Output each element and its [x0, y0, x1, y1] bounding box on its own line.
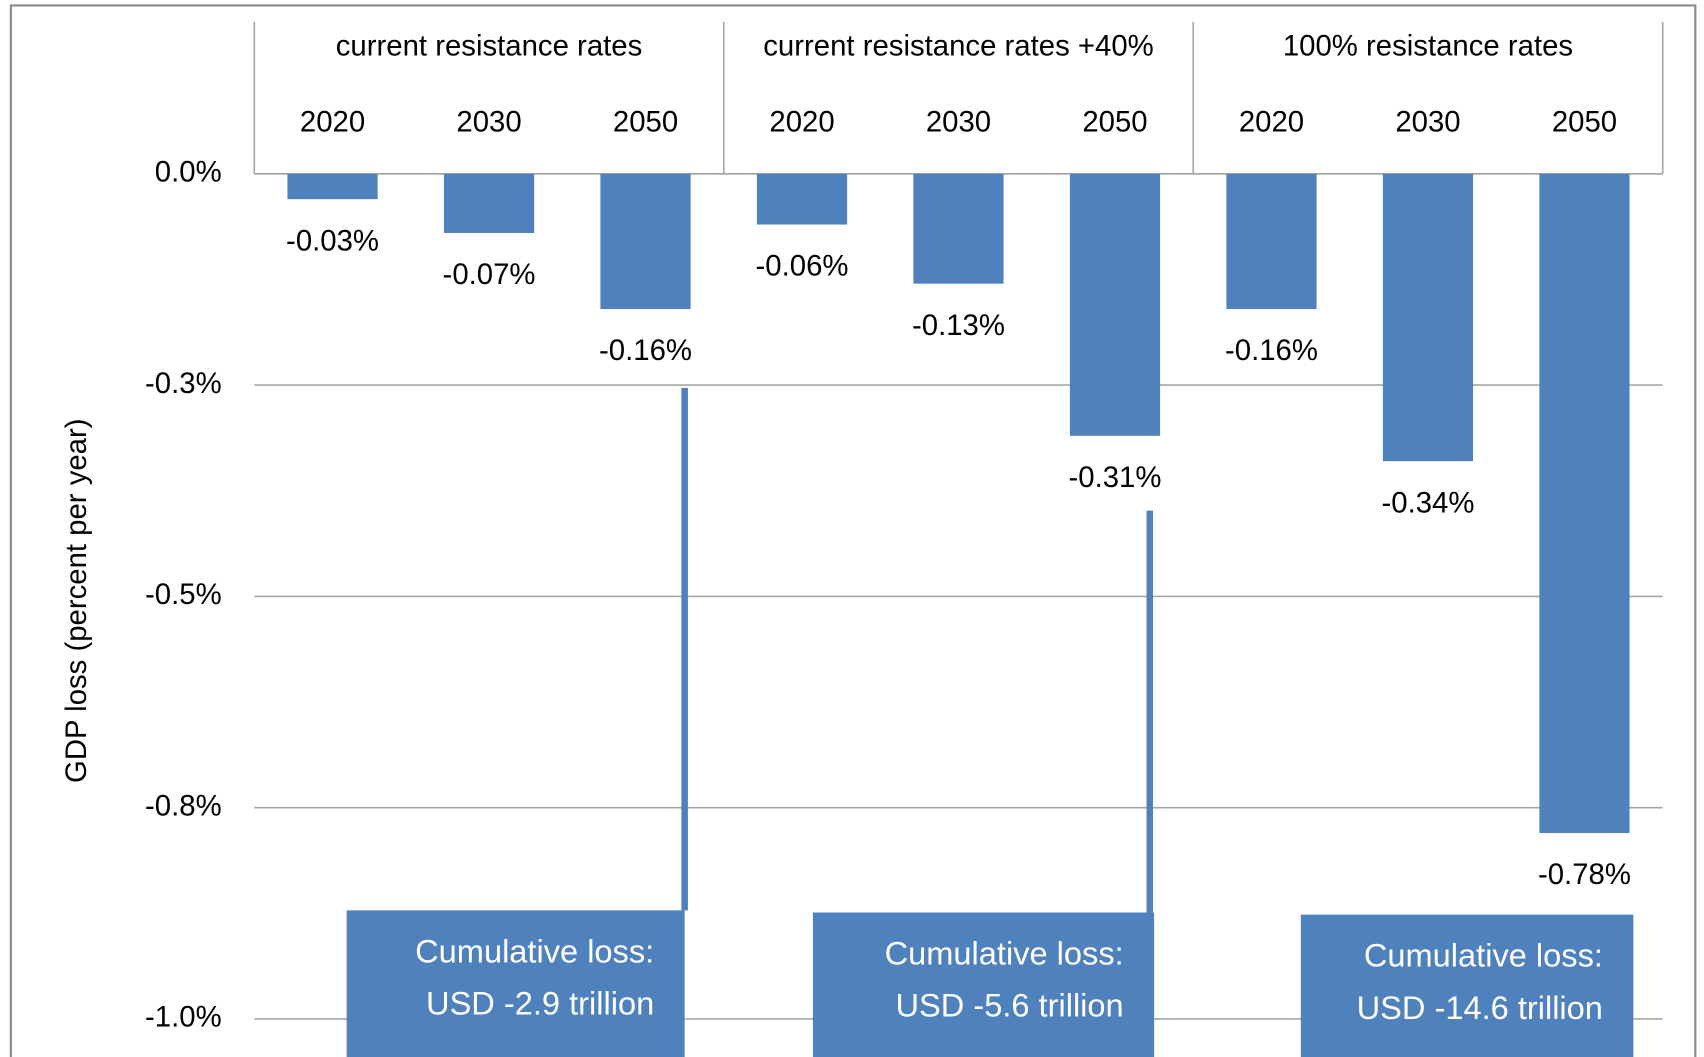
data-label: -0.13% — [912, 309, 1005, 342]
y-tick-label: -1.0% — [145, 1001, 222, 1034]
bar — [1069, 173, 1161, 436]
data-label: -0.31% — [1069, 461, 1162, 494]
bar — [1382, 173, 1474, 462]
group-label: current resistance rates — [336, 30, 643, 63]
y-tick-label: 0.0% — [155, 156, 222, 189]
annotation-text: USD -5.6 trillion — [896, 987, 1124, 1024]
x-tick-label: 2020 — [300, 106, 365, 139]
annotation-text: Cumulative loss: — [885, 935, 1124, 972]
bar — [756, 173, 848, 225]
data-label: -0.06% — [756, 250, 849, 283]
x-tick-label: 2050 — [613, 106, 678, 139]
group-label: current resistance rates +40% — [763, 30, 1153, 63]
data-label: -0.16% — [1225, 334, 1318, 367]
data-label: -0.78% — [1538, 858, 1631, 891]
bar — [1226, 173, 1317, 310]
chart-frame — [9, 4, 1697, 1057]
x-tick-label: 2050 — [1552, 106, 1617, 139]
bar — [287, 173, 378, 200]
x-tick-label: 2030 — [456, 106, 521, 139]
data-label: -0.07% — [443, 258, 536, 291]
y-tick-label: -0.8% — [145, 789, 222, 822]
x-tick-label: 2020 — [1239, 106, 1304, 139]
data-label: -0.34% — [1381, 486, 1474, 519]
bar — [913, 173, 1004, 284]
data-label: -0.03% — [286, 224, 379, 257]
annotation-text: Cumulative loss: — [1364, 937, 1603, 974]
y-axis-title: GDP loss (percent per year) — [60, 418, 93, 783]
annotation-box — [346, 910, 685, 1057]
group-label: 100% resistance rates — [1283, 30, 1573, 63]
x-tick-label: 2050 — [1082, 106, 1147, 139]
x-tick-label: 2030 — [1395, 106, 1460, 139]
bar — [1539, 173, 1630, 834]
bar — [600, 173, 691, 310]
x-tick-label: 2020 — [769, 106, 834, 139]
data-label: -0.16% — [599, 334, 692, 367]
annotation-box — [812, 912, 1155, 1057]
annotation-box — [1300, 914, 1634, 1057]
bar — [443, 173, 535, 233]
y-tick-label: -0.5% — [145, 578, 222, 611]
annotation-text: Cumulative loss: — [415, 932, 654, 969]
annotation-text: USD -2.9 trillion — [426, 985, 654, 1022]
y-tick-label: -0.3% — [145, 367, 222, 400]
annotation-text: USD -14.6 trillion — [1357, 989, 1603, 1026]
x-tick-label: 2030 — [926, 106, 991, 139]
